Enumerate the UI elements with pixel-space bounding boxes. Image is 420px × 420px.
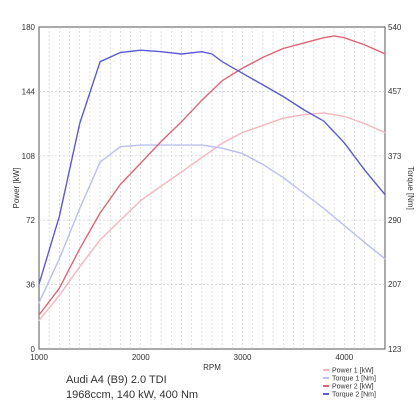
y-left-tick-label: 0 [31,345,36,354]
y-axis-title-left: Power [kW] [12,168,21,209]
car-model-caption: Audi A4 (B9) 2.0 TDI [66,374,167,386]
legend: Power 1 [kW]Torque 1 [Nm]Power 2 [kW]Tor… [323,368,376,399]
y-right-tick-label: 540 [388,23,402,32]
legend-label: Power 2 [kW] [332,384,374,391]
y-left-tick-label: 144 [22,87,36,96]
series-line-2 [38,144,386,304]
y-right-tick-label: 290 [388,216,402,225]
grid [39,27,385,349]
x-axis-title: RPM [203,363,221,372]
series-lines [38,35,386,322]
legend-label: Power 1 [kW] [332,368,374,375]
y-left-tick-label: 36 [26,281,35,290]
x-tick-label: 2000 [132,353,150,362]
series-line-1 [38,112,386,322]
y-right-tick-label: 373 [388,152,402,161]
y-right-tick-label: 457 [388,87,402,96]
x-tick-label: 4000 [335,353,353,362]
legend-label: Torque 2 [Nm] [332,392,376,399]
y-left-tick-label: 180 [22,23,36,32]
y-right-tick-label: 207 [388,280,402,289]
legend-label: Torque 1 [Nm] [332,376,376,383]
series-line-4 [38,49,386,285]
y-right-tick-label: 123 [388,345,402,354]
series-line-3 [38,35,386,316]
x-tick-label: 3000 [234,353,252,362]
x-tick-label: 1000 [30,353,48,362]
y-left-tick-label: 108 [22,152,36,161]
tick-labels: 1000 2000 3000 4000 0 36 72 108 144 180 123 207 290 3… [22,23,402,362]
y-left-tick-label: 72 [26,216,35,225]
car-specs-caption: 1968ccm, 140 kW, 400 Nm [66,389,199,401]
y-axis-title-right: Torque [Nm] [406,166,415,210]
